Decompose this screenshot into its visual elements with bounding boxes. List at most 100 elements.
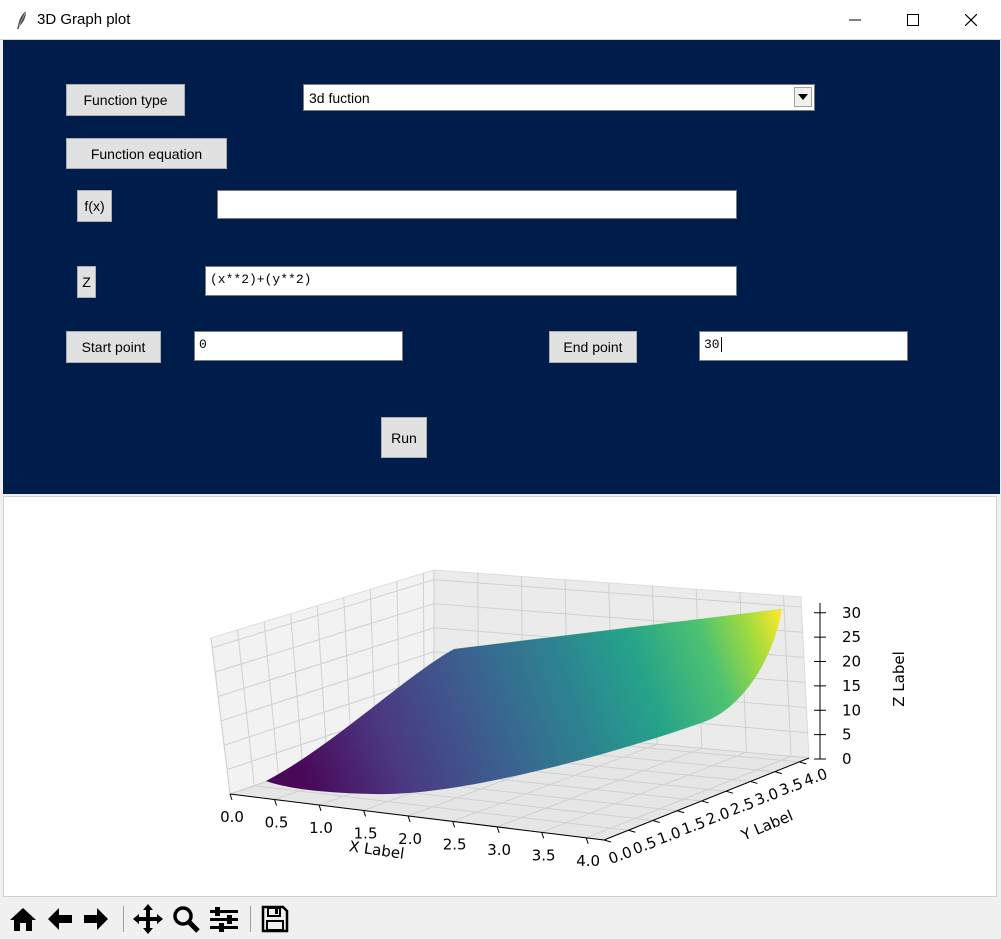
start-point-input[interactable]: 0 [194,331,403,361]
dropdown-arrow-icon[interactable] [794,87,812,107]
y-tick-label: 4.0 [801,765,830,790]
function-type-select[interactable]: 3d fuction [303,84,815,111]
title-bar: 3D Graph plot [0,0,1001,40]
close-button[interactable] [942,0,1000,40]
close-icon [965,14,977,26]
x-tick [452,821,456,828]
x-tick [363,810,367,817]
back-button[interactable] [44,902,76,936]
minimize-button[interactable] [826,0,884,40]
z-grid-line [215,603,435,673]
x-tick [585,837,589,844]
surface-edge-shade [453,608,783,650]
x-tick-label: 0.5 [265,813,289,831]
y-tick-label: 1.5 [679,813,708,838]
x-tick [274,799,277,806]
y-grid-line [237,629,255,786]
surface-plot: X Label Y Label Z Label 0.0 0.5 1.0 1.5 2.0 2… [210,569,908,870]
window-title: 3D Graph plot [37,11,131,28]
x-tick [407,815,411,823]
x-tick [496,826,500,834]
zoom-icon [173,906,200,933]
y-tick-label: 2.5 [728,794,757,819]
toolbar-separator [123,906,124,932]
z-tick-label: 15 [842,677,861,695]
y-tick [603,839,612,843]
x-tick-label: 2.5 [443,835,467,853]
function-equation-button[interactable]: Function equation [66,138,227,169]
pan-icon [133,904,163,934]
x-tick-label: 3.0 [487,841,511,859]
y-tick [652,819,660,823]
z-tick-label: 0 [842,750,852,768]
start-point-button[interactable]: Start point [66,331,161,363]
x-tick-label: 3.5 [532,846,556,864]
home-icon [10,908,36,931]
end-point-value: 30 [704,337,720,352]
y-tick-label: 2.0 [704,804,733,829]
z-grid-line [212,579,435,649]
z-input[interactable]: (x**2)+(y**2) [205,266,737,296]
function-type-button[interactable]: Function type [66,84,185,116]
save-button[interactable] [259,902,291,936]
y-tick [799,761,807,765]
plot-canvas[interactable]: X Label Y Label Z Label 0.0 0.5 1.0 1.5 2.0 2… [3,496,997,897]
forward-button[interactable] [80,902,112,936]
configure-subplots-button[interactable] [208,902,240,936]
z-tick-label: 10 [842,701,861,719]
z-grid-line [217,627,435,697]
x-tick-label: 4.0 [576,852,600,870]
x-tick-label: 1.0 [309,819,333,837]
fx-input[interactable] [217,190,737,219]
configure-icon [210,907,238,932]
y-tick [701,800,709,804]
x-grid-line [783,595,792,757]
y-tick [677,810,685,814]
y-tick-label: 0.5 [630,833,659,858]
z-tick-label: 20 [842,653,861,671]
y-grid-line [254,785,629,831]
function-type-value: 3d fuction [309,90,370,106]
toolbar-separator [250,906,251,932]
forward-icon [84,908,108,930]
save-icon [261,905,289,933]
y-grid-line [290,613,304,770]
back-icon [48,908,72,930]
maximize-button[interactable] [884,0,942,40]
y-tick [725,790,734,794]
input-panel: Function type 3d fuction Function equati… [3,40,1000,494]
z-tick-label: 5 [842,726,852,744]
y-grid-line [210,637,231,795]
feather-icon [17,10,27,29]
y-tick [750,780,758,784]
y-tick-label: 3.0 [752,784,781,809]
x-tick-label: 2.0 [398,830,422,848]
x-tick [229,793,233,801]
pan-button[interactable] [132,902,164,936]
x-tick [318,804,322,812]
x-tick [541,832,545,839]
z-axis-label: Z Label [890,651,908,707]
x-tick-label: 0.0 [220,808,244,826]
fx-label-button[interactable]: f(x) [77,190,112,222]
zoom-button[interactable] [170,902,202,936]
y-tick-label: 0.0 [606,843,635,868]
home-button[interactable] [7,902,39,936]
end-point-button[interactable]: End point [549,331,637,363]
z-label-button[interactable]: Z [77,266,96,298]
run-button[interactable]: Run [381,417,427,458]
y-tick-label: 1.0 [655,823,684,848]
surface [266,609,782,795]
y-tick [628,829,636,833]
y-grid-line [263,621,280,778]
text-caret [720,337,722,353]
end-point-input[interactable]: 30 [699,331,908,361]
x-axis-line [229,793,605,841]
z-grid-line [220,651,435,722]
navigation-toolbar [0,898,1001,939]
z-grid-line [433,579,802,608]
y-tick [774,771,782,775]
x-tick-label: 1.5 [354,824,378,842]
z-tick-label: 30 [842,604,861,622]
minimize-icon [849,19,861,21]
